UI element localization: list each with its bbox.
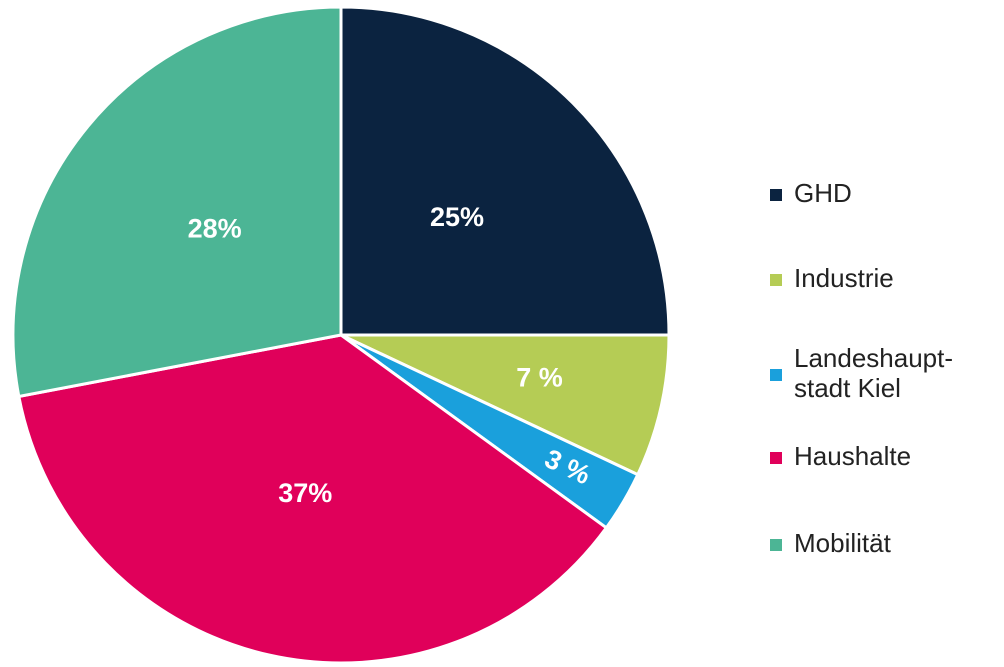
data-label: 28% <box>188 214 242 244</box>
data-label: 7 % <box>516 362 563 392</box>
pie-slice <box>11 5 343 399</box>
pie-slice <box>340 333 671 477</box>
pie-slice <box>339 5 671 337</box>
legend-swatch <box>770 274 782 286</box>
legend-label: Mobilität <box>794 528 892 558</box>
legend-swatch <box>770 539 782 551</box>
legend-swatch <box>770 369 782 381</box>
legend-label: Haushalte <box>794 441 911 471</box>
legend-swatch <box>770 189 782 201</box>
data-label: 37% <box>278 478 332 508</box>
data-label: 25% <box>430 202 484 232</box>
legend-label: Landeshaupt-stadt Kiel <box>794 343 953 403</box>
pie-slice <box>17 333 609 665</box>
legend-label: Industrie <box>794 263 894 293</box>
legend-swatch <box>770 452 782 464</box>
legend-label: GHD <box>794 178 852 208</box>
